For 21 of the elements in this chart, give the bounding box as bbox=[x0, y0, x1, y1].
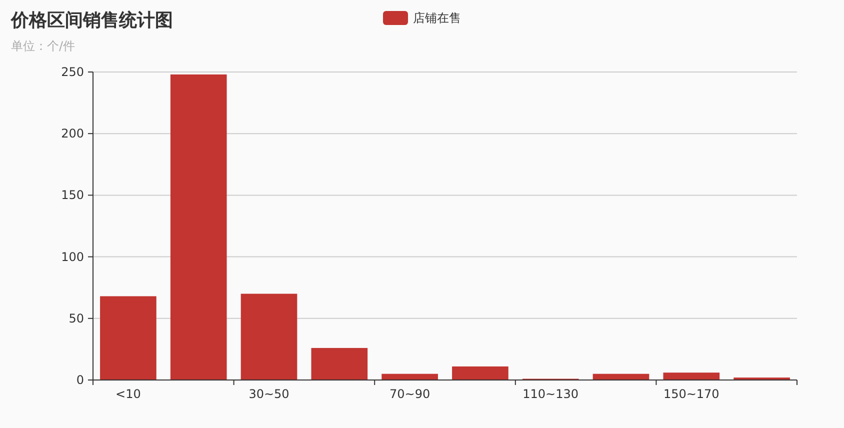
x-tick-label: 150~170 bbox=[663, 387, 720, 401]
bar bbox=[100, 296, 156, 380]
x-tick-label: 70~90 bbox=[390, 387, 430, 401]
bar bbox=[170, 74, 227, 380]
legend-label: 店铺在售 bbox=[413, 11, 461, 25]
x-tick-label: 30~50 bbox=[248, 387, 290, 401]
y-tick-label: 150 bbox=[61, 188, 84, 202]
x-tick-label: <10 bbox=[116, 387, 141, 401]
bar bbox=[663, 372, 720, 380]
x-tick-label: 110~130 bbox=[522, 387, 579, 401]
y-tick-label: 200 bbox=[61, 126, 84, 141]
y-tick-label: 50 bbox=[68, 311, 84, 326]
y-tick-label: 250 bbox=[61, 65, 84, 79]
chart-subtitle: 单位：个/件 bbox=[11, 39, 76, 53]
bar bbox=[452, 366, 508, 380]
chart-title: 价格区间销售统计图 bbox=[10, 10, 173, 31]
bar bbox=[240, 294, 298, 380]
bar bbox=[382, 374, 438, 380]
y-tick-label: 0 bbox=[76, 373, 84, 387]
y-tick-label: 100 bbox=[61, 250, 84, 264]
bar bbox=[311, 348, 368, 380]
